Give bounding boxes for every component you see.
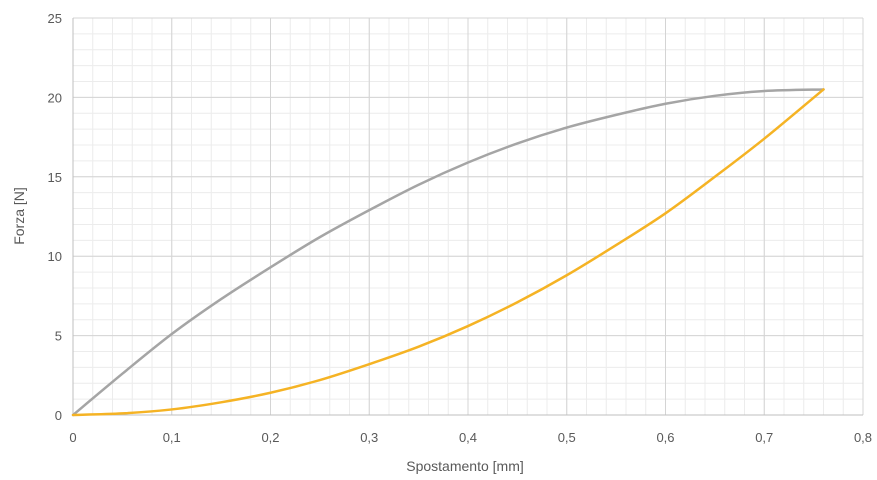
y-axis-title: Forza [N] bbox=[11, 187, 27, 245]
x-tick-label: 0,7 bbox=[755, 430, 773, 445]
tick-labels: 0 0,1 0,2 0,3 0,4 0,5 0,6 0,7 0,8 0 5 10 15 20 25 bbox=[48, 11, 873, 445]
y-tick-label: 5 bbox=[55, 329, 62, 344]
x-tick-label: 0 bbox=[69, 430, 76, 445]
x-tick-label: 0,2 bbox=[261, 430, 279, 445]
x-axis-title: Spostamento [mm] bbox=[406, 458, 524, 474]
y-tick-label: 25 bbox=[48, 11, 62, 26]
y-tick-label: 20 bbox=[48, 90, 62, 105]
x-tick-label: 0,5 bbox=[558, 430, 576, 445]
axes bbox=[72, 18, 863, 416]
x-tick-label: 0,8 bbox=[854, 430, 872, 445]
x-tick-label: 0,3 bbox=[360, 430, 378, 445]
x-tick-label: 0,1 bbox=[163, 430, 181, 445]
y-tick-label: 0 bbox=[55, 408, 62, 423]
series-line-1 bbox=[71, 88, 825, 417]
x-tick-label: 0,6 bbox=[656, 430, 674, 445]
series-line-2 bbox=[71, 88, 825, 417]
x-tick-label: 0,4 bbox=[459, 430, 477, 445]
y-tick-label: 15 bbox=[48, 170, 62, 185]
y-tick-label: 10 bbox=[48, 249, 62, 264]
major-grid bbox=[73, 17, 864, 415]
series-layer bbox=[71, 88, 825, 417]
